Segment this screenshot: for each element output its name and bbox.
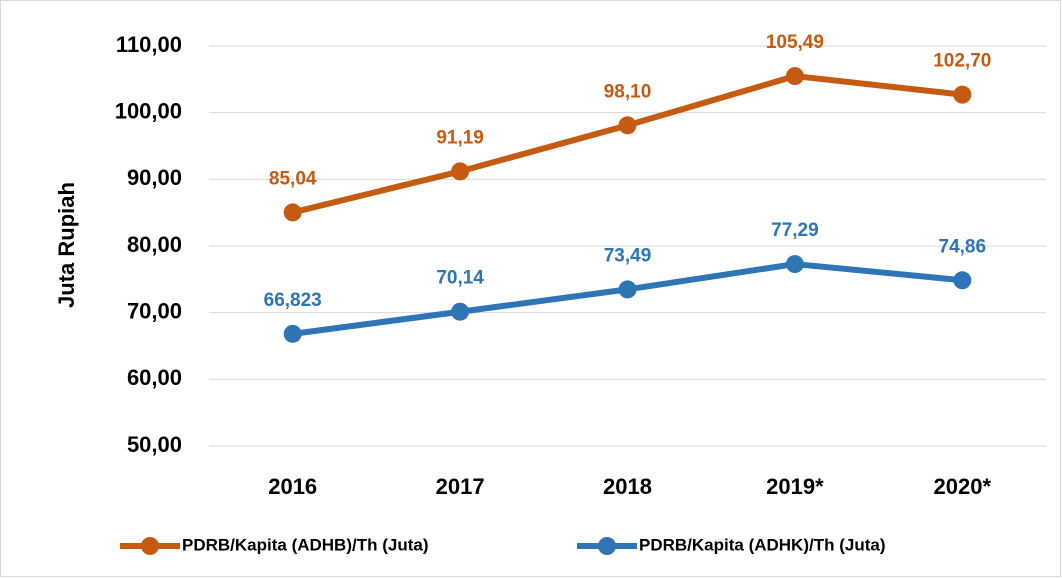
data-point (785, 67, 804, 86)
legend-marker (141, 537, 159, 555)
data-label: 102,70 (933, 51, 991, 72)
x-tick-label: 2019* (766, 474, 824, 499)
y-tick-label: 100,00 (115, 98, 182, 123)
data-point (618, 280, 637, 299)
data-label: 70,14 (436, 268, 484, 289)
y-tick-label: 80,00 (127, 232, 182, 257)
x-tick-label: 2020* (934, 474, 992, 499)
data-label: 66,823 (264, 290, 322, 311)
legend-label: PDRB/Kapita (ADHK)/Th (Juta) (639, 535, 886, 554)
data-point (953, 85, 972, 104)
data-label: 105,49 (766, 32, 824, 53)
data-label: 77,29 (771, 220, 819, 241)
data-point (451, 302, 470, 321)
data-label: 85,04 (269, 168, 317, 189)
y-tick-label: 60,00 (127, 365, 182, 390)
data-point (618, 116, 637, 135)
legend-marker (598, 537, 616, 555)
data-point (451, 162, 470, 181)
x-tick-label: 2018 (603, 474, 652, 499)
data-point (953, 271, 972, 290)
y-tick-label: 110,00 (116, 32, 182, 57)
x-tick-label: 2016 (268, 474, 317, 499)
y-tick-label: 90,00 (127, 165, 182, 190)
x-tick-label: 2017 (436, 474, 485, 499)
y-axis-title: Juta Rupiah (54, 182, 79, 308)
data-point (283, 203, 302, 222)
data-label: 73,49 (604, 245, 652, 266)
y-tick-label: 50,00 (127, 432, 182, 457)
y-tick-label: 70,00 (127, 298, 182, 323)
data-label: 98,10 (604, 81, 652, 102)
legend-label: PDRB/Kapita (ADHB)/Th (Juta) (182, 535, 429, 554)
data-label: 91,19 (436, 127, 484, 148)
data-label: 74,86 (939, 236, 987, 257)
data-point (283, 324, 302, 343)
data-point (785, 255, 804, 274)
